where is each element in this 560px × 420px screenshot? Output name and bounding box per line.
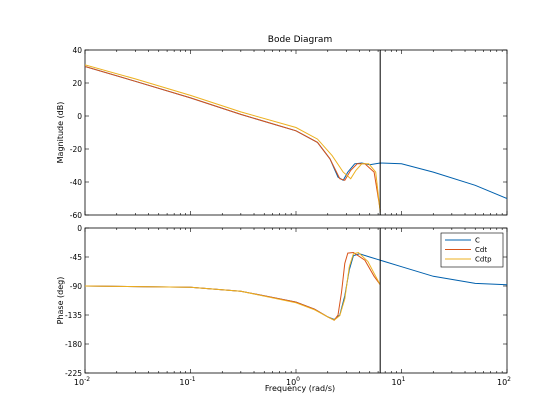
- series-line-cdtp: [85, 64, 381, 212]
- y-tick-label: -60: [70, 211, 82, 220]
- series-line-cdtp: [85, 251, 381, 321]
- y-tick-label: 40: [72, 46, 82, 55]
- y-tick-label: -20: [70, 145, 82, 154]
- chart-title: Bode Diagram: [268, 35, 332, 45]
- legend-label: Cdtp: [475, 256, 492, 264]
- phase-panel: 0 -45 -90 -135 -180 -225 Phase (deg) 10-2 10-1 10…: [56, 224, 511, 387]
- plot-area: [84, 49, 508, 216]
- y-tick-label: 0: [77, 224, 82, 233]
- y-axis-label: Magnitude (dB): [56, 102, 65, 164]
- y-tick-label: -45: [70, 253, 82, 262]
- y-tick-label: -135: [65, 311, 82, 320]
- x-tick-label: 102: [497, 376, 511, 387]
- x-axis-label: Frequency (rad/s): [265, 384, 335, 393]
- plot-area: [84, 227, 508, 374]
- x-tick-label: 10-2: [74, 376, 90, 387]
- y-tick-label: -225: [65, 369, 82, 378]
- y-axis-label: Phase (deg): [56, 277, 65, 325]
- y-tick-label: 0: [77, 112, 82, 121]
- x-tick-label: 101: [391, 376, 405, 387]
- y-tick-label: 20: [72, 79, 82, 88]
- y-tick-label: -180: [65, 340, 82, 349]
- y-tick-label: -90: [70, 282, 82, 291]
- magnitude-panel: 40 20 0 -20 -40 -60 Magnitude (dB): [56, 46, 508, 220]
- legend-label: Cdt: [475, 246, 487, 254]
- y-tick-label: -40: [70, 178, 82, 187]
- x-tick-label: 100: [286, 376, 300, 387]
- legend-label: C: [475, 237, 480, 245]
- x-tick-label: 10-1: [179, 376, 195, 387]
